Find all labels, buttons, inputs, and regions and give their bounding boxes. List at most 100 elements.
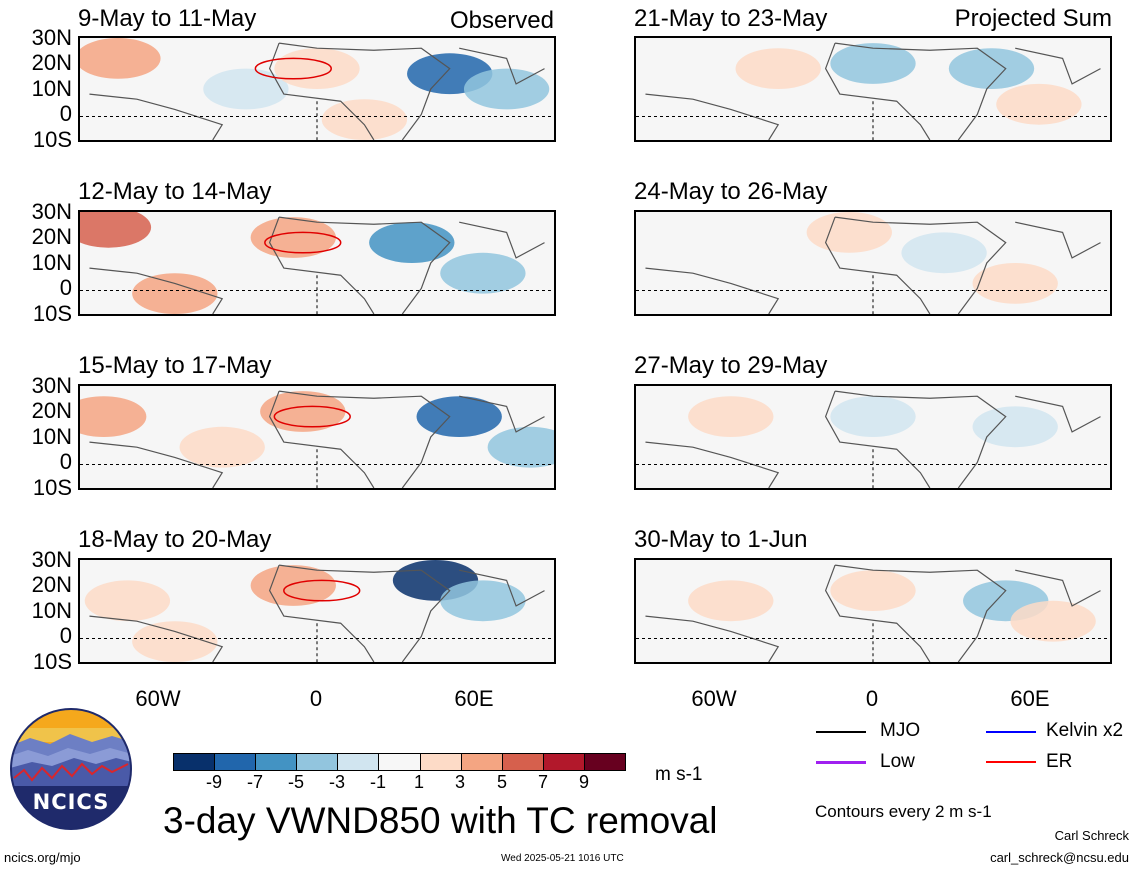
- lat-label: 0: [59, 275, 72, 300]
- anomaly-patch: [487, 426, 554, 468]
- anomaly-patch: [830, 396, 916, 437]
- panel-title: 9-May to 11-May: [78, 5, 257, 32]
- contours-note: Contours every 2 m s-1: [815, 802, 992, 821]
- coastline: [645, 216, 1101, 314]
- anomaly-patch: [250, 565, 336, 606]
- coastline: [89, 42, 545, 140]
- colorbar-tick: 1: [413, 772, 424, 792]
- footer-url: ncics.org/mjo: [4, 850, 81, 865]
- ncics-logo: NCICS: [10, 708, 132, 830]
- legend-swatch-mjo: [816, 731, 866, 733]
- anomaly-patch: [688, 580, 774, 622]
- legend-label: MJO: [880, 720, 921, 741]
- er-contour: [283, 579, 361, 602]
- panel-title: 27-May to 29-May: [634, 352, 828, 379]
- colorbar-swatch: [583, 754, 626, 770]
- panel-title: 30-May to 1-Jun: [634, 526, 808, 553]
- lat-label: 30N: [31, 25, 72, 50]
- lon-label: 60W: [135, 686, 181, 711]
- anomaly-patch: [830, 570, 916, 611]
- colorbar-tick: -5: [287, 772, 304, 792]
- map-field: [636, 42, 1110, 140]
- anomaly-patch: [416, 396, 502, 437]
- anomaly-patch: [132, 621, 218, 662]
- anomaly-patch: [463, 68, 550, 110]
- lat-label: 30N: [31, 373, 72, 398]
- colorbar: [173, 753, 626, 771]
- er-contour: [254, 57, 332, 80]
- panel-title: 18-May to 20-May: [78, 526, 272, 553]
- anomaly-patch: [948, 48, 1035, 89]
- lat-label: 30N: [31, 199, 72, 224]
- map-field: [80, 38, 554, 140]
- anomaly-patch: [440, 252, 526, 294]
- map-panel: [78, 558, 556, 664]
- anomaly-patch: [274, 48, 360, 89]
- legend-label: ER: [1046, 751, 1073, 772]
- colorbar-tick: 5: [496, 772, 507, 792]
- anomaly-patch: [369, 222, 455, 263]
- coastline: [645, 42, 1101, 140]
- colorbar-tick: 3: [454, 772, 465, 792]
- main-title: 3-day VWND850 with TC removal: [163, 800, 718, 841]
- colorbar-swatch: [174, 754, 215, 770]
- lat-label: 10S: [32, 301, 72, 326]
- colorbar-swatch: [296, 754, 338, 770]
- anomaly-patch: [806, 212, 892, 253]
- lat-label: 10N: [31, 250, 72, 275]
- coastline: [89, 216, 545, 314]
- map-panel: [634, 36, 1112, 142]
- er-contour: [273, 405, 351, 428]
- panel-label: Projected Sum: [954, 5, 1112, 32]
- anomaly-patch: [688, 396, 774, 437]
- coastline: [89, 564, 545, 662]
- anomaly-patch: [203, 68, 289, 110]
- colorbar-swatch: [214, 754, 256, 770]
- legend-label: Low: [880, 751, 915, 772]
- lat-label: 10S: [32, 475, 72, 500]
- lat-label: 20N: [31, 572, 72, 597]
- anomaly-patch: [321, 99, 408, 140]
- anomaly-patch: [830, 43, 916, 84]
- lon-label: 60W: [691, 686, 737, 711]
- lat-label: 10N: [31, 424, 72, 449]
- colorbar-swatch: [337, 754, 379, 770]
- anomaly-patch: [735, 48, 821, 89]
- lon-label: 60E: [454, 686, 494, 711]
- colorbar-tick: -7: [246, 772, 263, 792]
- lat-label: 0: [59, 101, 72, 126]
- legend-swatch-low: [816, 761, 866, 764]
- map-field: [80, 560, 554, 662]
- lat-label: 10N: [31, 598, 72, 623]
- footer-email: carl_schreck@ncsu.edu: [990, 850, 1129, 865]
- colorbar-tick: -1: [369, 772, 386, 792]
- logo-icon: [10, 708, 132, 830]
- lat-label: 10S: [32, 649, 72, 674]
- anomaly-patch: [1010, 600, 1096, 642]
- coastline: [89, 390, 545, 488]
- anomaly-patch: [440, 580, 526, 622]
- lat-label: 20N: [31, 398, 72, 423]
- map-panel: [78, 384, 556, 490]
- panel-label: Observed: [449, 7, 554, 34]
- footer-author: Carl Schreck: [1054, 828, 1129, 843]
- anomaly-patch: [132, 273, 218, 314]
- map-panel: [78, 210, 556, 316]
- lon-label: 0: [309, 686, 323, 711]
- er-contour: [264, 231, 342, 254]
- colorbar-units: m s-1: [655, 764, 703, 785]
- colorbar-swatch: [255, 754, 297, 770]
- lon-label: 0: [865, 686, 879, 711]
- map-field: [636, 564, 1110, 662]
- legend-swatch-er: [986, 761, 1036, 763]
- map-field: [80, 212, 554, 314]
- map-field: [80, 390, 554, 488]
- legend-swatch-kelvin: [986, 731, 1036, 733]
- anomaly-patch: [901, 232, 987, 274]
- map-field: [636, 212, 1110, 314]
- colorbar-swatch: [378, 754, 420, 770]
- map-panel: [634, 210, 1112, 316]
- anomaly-patch: [260, 391, 346, 432]
- map-panel: [78, 36, 556, 142]
- anomaly-patch: [80, 212, 152, 248]
